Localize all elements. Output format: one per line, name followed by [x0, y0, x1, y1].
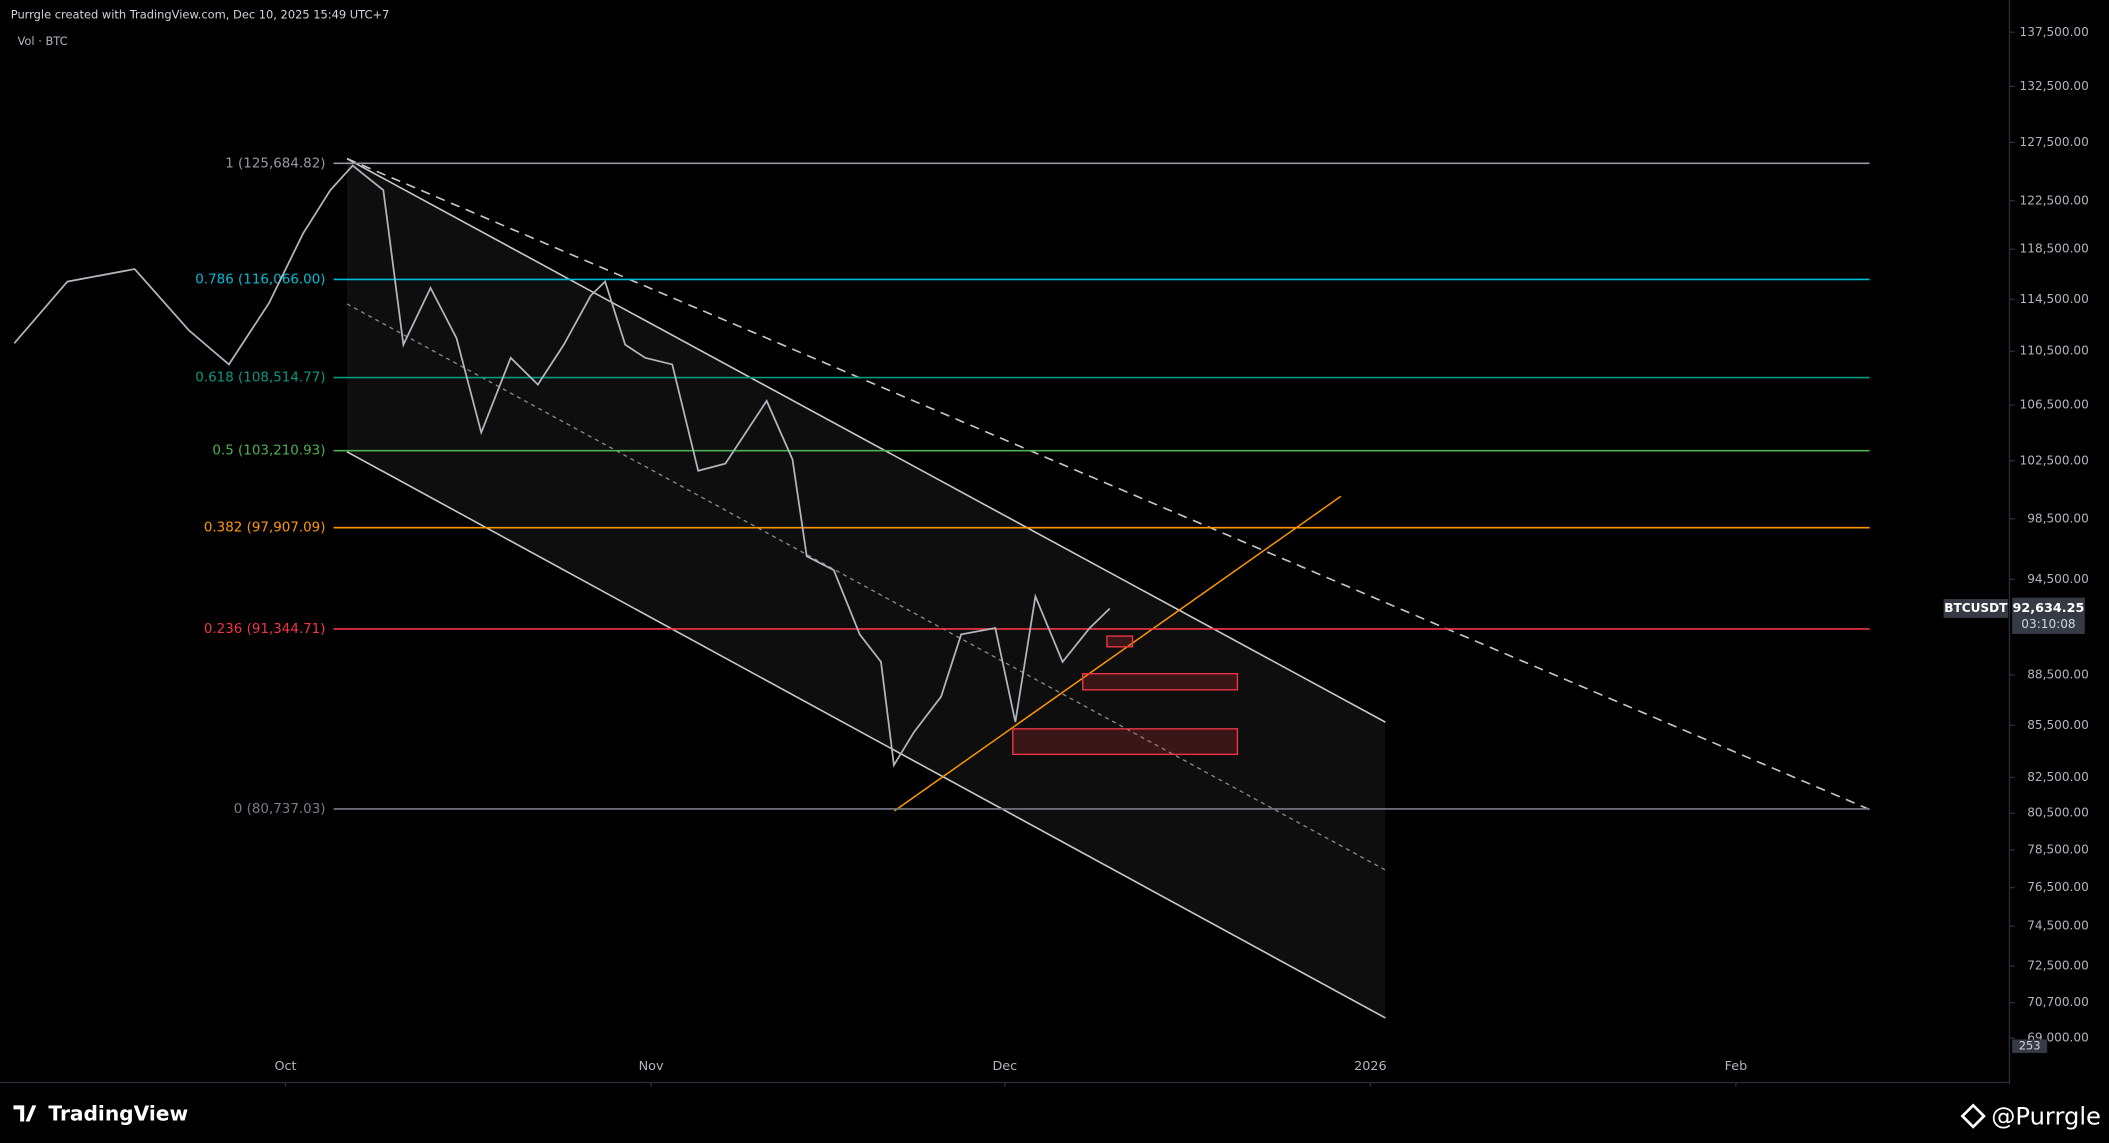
price-line	[13, 164, 1111, 768]
y-tick-label: 85,500.00	[2027, 718, 2089, 732]
x-tick-label: 2026	[1354, 1059, 1387, 1074]
last-price: 92,634.25	[2013, 601, 2085, 616]
fib-label: 0.382 (97,907.09)	[204, 521, 326, 536]
y-tick-label: 102,500.00	[2020, 453, 2089, 467]
y-tick-label: 94,500.00	[2027, 572, 2089, 586]
y-tick-label: 74,500.00	[2027, 919, 2089, 933]
logo-icon	[13, 1105, 37, 1122]
y-tick-label: 78,500.00	[2027, 842, 2089, 856]
y-tick-label: 118,500.00	[2020, 242, 2089, 256]
fib-label: 0.618 (108,514.77)	[195, 371, 325, 386]
symbol-tag-bg	[1943, 599, 2009, 618]
y-tick-label: 76,500.00	[2027, 880, 2089, 894]
support-trendline	[894, 495, 1342, 812]
y-tick-label: 106,500.00	[2020, 397, 2089, 411]
channel-mid	[346, 303, 1386, 871]
volume-tag	[2012, 1039, 2048, 1053]
plot: 137,500.00 132,500.00 127,500.00 122,500.00…	[13, 25, 2089, 1087]
dashed-trendline	[346, 157, 1870, 811]
symbol-tag: BTCUSDT	[1944, 601, 2008, 615]
last-price-bg	[2012, 597, 2085, 634]
author-icon	[1960, 1103, 1986, 1129]
indicator-label: Vol · BTC	[17, 34, 67, 48]
x-tick-label: Feb	[1725, 1059, 1748, 1074]
y-tick-label: 114,500.00	[2020, 292, 2089, 306]
y-tick-label: 110,500.00	[2020, 344, 2089, 358]
zone	[1012, 728, 1239, 756]
channel-lower	[346, 451, 1386, 1019]
fib-label: 1 (125,684.82)	[225, 156, 325, 171]
fib-label: 0.786 (116,066.00)	[195, 272, 325, 287]
zone	[1082, 673, 1239, 691]
brand: TradingView	[48, 1101, 188, 1125]
y-tick-label: 88,500.00	[2027, 668, 2089, 682]
x-tick-label: Oct	[274, 1059, 296, 1074]
x-tick-label: Nov	[639, 1059, 664, 1074]
logo: TradingView	[13, 1101, 188, 1125]
y-tick-label: 127,500.00	[2020, 135, 2089, 149]
fib-label: 0.5 (103,210.93)	[212, 444, 325, 459]
author: @Purrgle	[1991, 1102, 2101, 1130]
y-tick-label: 70,700.00	[2027, 995, 2089, 1009]
y-tick-label: 80,500.00	[2027, 806, 2089, 820]
y-tick-label: 137,500.00	[2020, 25, 2089, 39]
countdown: 03:10:08	[2021, 617, 2075, 631]
channel-fill	[347, 158, 1386, 1018]
x-tick-label: Dec	[992, 1059, 1017, 1074]
y-tick-label: 132,500.00	[2020, 79, 2089, 93]
zone	[1106, 635, 1134, 648]
y-tick-label: 72,500.00	[2027, 958, 2089, 972]
fib-label: 0.236 (91,344.71)	[204, 622, 326, 637]
y-tick-label: 98,500.00	[2027, 511, 2089, 525]
fib-label: 0 (80,737.03)	[234, 802, 326, 817]
y-tick-label: 82,500.00	[2027, 770, 2089, 784]
credit: Purrgle created with TradingView.com, De…	[11, 7, 390, 21]
volume-label: 253	[2019, 1039, 2041, 1053]
y-tick-label: 122,500.00	[2020, 193, 2089, 207]
